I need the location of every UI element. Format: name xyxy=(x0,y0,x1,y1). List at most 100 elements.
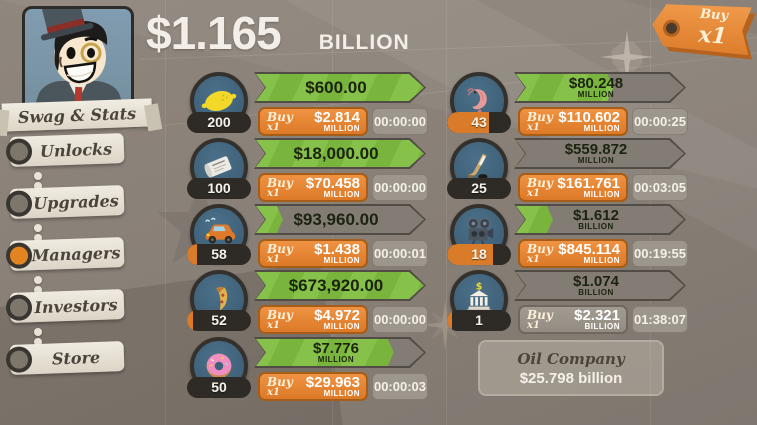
cost-unit: MILLION xyxy=(323,256,360,265)
cash-unit: BILLION xyxy=(318,31,410,54)
locked-business-name: Oil Company xyxy=(517,349,625,368)
progress-bar[interactable]: $80.248 MILLION xyxy=(514,72,686,103)
revenue-value: $1.612 xyxy=(573,207,619,224)
progress-bar[interactable]: $93,960.00 xyxy=(254,204,426,235)
owned-count: 43 xyxy=(471,114,487,130)
owned-count: 50 xyxy=(211,379,227,395)
cost-value: $161.761 xyxy=(557,175,620,192)
car-wash-icon xyxy=(205,217,236,244)
buy-button[interactable]: Buy x1 $2.321 BILLION xyxy=(518,305,628,334)
sidebar-item-unlocks[interactable]: Unlocks xyxy=(5,133,125,167)
business-row: 43 $80.248 MILLION Buy x1 $110.602 MILLION … xyxy=(447,72,690,136)
connector-dot xyxy=(34,328,42,336)
business-button-newspaper[interactable]: 100 xyxy=(187,138,251,200)
cycle-timer: 00:00:00 xyxy=(372,306,428,333)
swag-stats-banner[interactable]: Swag & Stats xyxy=(1,98,153,132)
progress-bar[interactable]: $600.00 xyxy=(254,72,426,103)
cycle-timer: 00:00:00 xyxy=(372,108,428,135)
cost-value: $70.458 xyxy=(305,175,360,192)
owned-count: 58 xyxy=(211,246,227,262)
business-button-hockey[interactable]: 25 xyxy=(447,138,511,200)
cost-unit: MILLION xyxy=(583,124,620,133)
buy-button[interactable]: Buy x1 $2.814 MILLION xyxy=(258,107,368,136)
owned-count: 25 xyxy=(471,180,487,196)
revenue-value: $18,000.00 xyxy=(293,144,379,163)
managers-dot-icon xyxy=(5,242,33,270)
cost-unit: MILLION xyxy=(323,124,360,133)
store-dot-icon xyxy=(5,346,33,374)
cost-value: $29.963 xyxy=(305,374,360,391)
business-row: 58 $93,960.00 Buy x1 $1.438 MILLION 00:00:… xyxy=(187,204,430,268)
buy-button[interactable]: Buy x1 $4.972 MILLION xyxy=(258,305,368,334)
pizza-delivery-icon xyxy=(216,286,228,311)
unlocks-dot-icon xyxy=(5,138,33,166)
progress-bar[interactable]: $7.776 MILLION xyxy=(254,337,426,368)
sidebar-item-managers[interactable]: Managers xyxy=(5,237,125,271)
buy-button[interactable]: Buy x1 $161.761 MILLION xyxy=(518,173,628,202)
upgrades-dot-icon xyxy=(5,190,33,218)
progress-bar[interactable]: $1.612 BILLION xyxy=(514,204,686,235)
cost-unit: MILLION xyxy=(583,256,620,265)
string-line xyxy=(165,0,166,425)
string-line xyxy=(446,0,447,425)
business-row: 52 $673,920.00 Buy x1 $4.972 MILLION 00:00… xyxy=(187,270,430,334)
avatar[interactable] xyxy=(22,6,134,114)
cycle-timer: 00:03:05 xyxy=(632,174,688,201)
owned-count: 200 xyxy=(207,114,231,130)
progress-bar[interactable]: $559.872 MILLION xyxy=(514,138,686,169)
business-button-shrimp[interactable]: 43 xyxy=(447,72,511,134)
buy-multiplier-tag[interactable]: Buy x1 xyxy=(650,0,756,61)
progress-bar[interactable]: $1.074 BILLION xyxy=(514,270,686,301)
sidebar-item-investors[interactable]: Investors xyxy=(5,289,125,323)
newspaper-icon xyxy=(204,156,232,178)
sidebar-item-upgrades[interactable]: Upgrades xyxy=(5,185,125,219)
owned-count: 52 xyxy=(211,312,227,328)
sidebar-item-store[interactable]: Store xyxy=(5,341,125,375)
business-button-car-wash[interactable]: 58 xyxy=(187,204,251,266)
lemonade-icon xyxy=(201,90,237,112)
cycle-timer: 00:00:03 xyxy=(372,373,428,400)
business-row: 50 $7.776 MILLION Buy x1 $29.963 MILLION 00… xyxy=(187,337,430,401)
revenue-unit: MILLION xyxy=(317,355,355,364)
business-button-movie-studio[interactable]: 18 xyxy=(447,204,511,266)
business-button-bank[interactable]: $ 1 xyxy=(447,270,511,332)
buy-button[interactable]: Buy x1 $1.438 MILLION xyxy=(258,239,368,268)
owned-count: 18 xyxy=(471,246,487,262)
hockey-team-icon xyxy=(467,153,488,179)
progress-bar[interactable]: $673,920.00 xyxy=(254,270,426,301)
buy-button[interactable]: Buy x1 $110.602 MILLION xyxy=(518,107,628,136)
business-button-lemonade[interactable]: 200 xyxy=(187,72,251,134)
business-row: $ 1 $1.074 BILLION Buy x1 $2.321 BILLION 01… xyxy=(447,270,690,334)
locked-business-price: $25.798 billion xyxy=(519,369,623,387)
buy-button[interactable]: Buy x1 $70.458 MILLION xyxy=(258,173,368,202)
revenue-unit: BILLION xyxy=(578,288,614,297)
svg-text:$: $ xyxy=(476,282,483,293)
cost-unit: MILLION xyxy=(323,389,360,398)
capitalist-avatar-icon xyxy=(33,9,125,111)
donut-shop-icon xyxy=(206,353,232,379)
business-row: 100 $18,000.00 Buy x1 $70.458 MILLION 00:0… xyxy=(187,138,430,202)
owned-count: 1 xyxy=(475,312,483,328)
business-button-pizza[interactable]: 52 xyxy=(187,270,251,332)
connector-dot xyxy=(34,182,42,190)
movie-studio-icon xyxy=(467,217,494,248)
connector-dot xyxy=(34,234,42,242)
revenue-value: $1.074 xyxy=(573,273,619,290)
cost-unit: MILLION xyxy=(583,190,620,199)
cost-value: $4.972 xyxy=(314,307,360,324)
cost-value: $2.321 xyxy=(574,307,620,324)
buy-button[interactable]: Buy x1 $845.114 MILLION xyxy=(518,239,628,268)
business-row: 200 $600.00 Buy x1 $2.814 MILLION 00:00:00 xyxy=(187,72,430,136)
revenue-value: $600.00 xyxy=(305,78,367,97)
business-row: 18 $1.612 BILLION Buy x1 $845.114 MILLION 0… xyxy=(447,204,690,268)
progress-bar[interactable]: $18,000.00 xyxy=(254,138,426,169)
connector-dot xyxy=(34,286,42,294)
locked-business-oil-company[interactable]: Oil Company $25.798 billion xyxy=(478,340,664,396)
revenue-unit: MILLION xyxy=(577,90,615,99)
revenue-value: $93,960.00 xyxy=(293,210,379,229)
buy-button[interactable]: Buy x1 $29.963 MILLION xyxy=(258,372,368,401)
cycle-timer: 01:38:07 xyxy=(632,306,688,333)
cycle-timer: 00:00:00 xyxy=(372,174,428,201)
business-button-donut[interactable]: 50 xyxy=(187,337,251,399)
cycle-timer: 00:00:25 xyxy=(632,108,688,135)
